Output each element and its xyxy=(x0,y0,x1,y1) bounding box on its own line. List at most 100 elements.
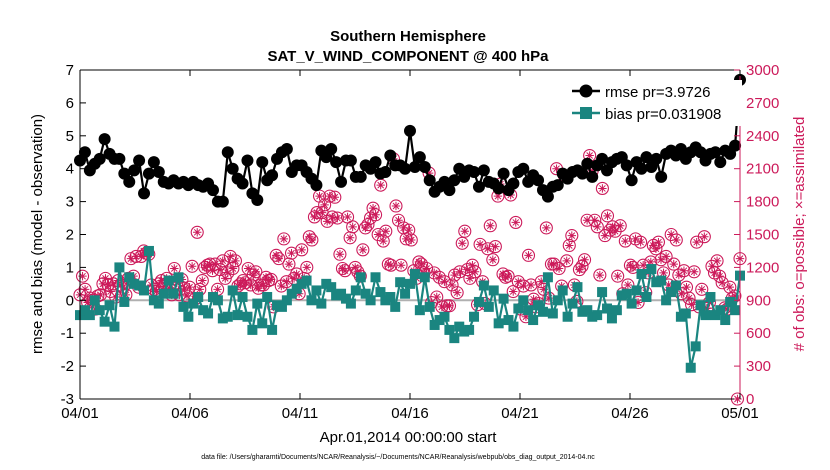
obs-assimilated-marker xyxy=(712,256,722,266)
bias-point xyxy=(557,285,568,296)
obs-point xyxy=(687,265,701,279)
obs-possible-marker xyxy=(578,253,592,267)
rmse-point xyxy=(729,139,742,152)
bias-point xyxy=(109,321,120,332)
obs-assimilated-marker xyxy=(483,244,492,253)
rmse-point xyxy=(256,156,269,169)
y-tick-label-left: 3 xyxy=(66,194,74,211)
rmse-point xyxy=(251,193,264,206)
obs-assimilated-marker xyxy=(465,274,475,283)
obs-possible-marker xyxy=(465,258,479,272)
obs-possible-marker xyxy=(613,219,627,233)
obs-point xyxy=(228,254,242,268)
rmse-point xyxy=(369,156,382,169)
bias-point xyxy=(562,311,573,322)
obs-point xyxy=(578,253,592,267)
x-tick-label: 04/16 xyxy=(391,405,429,422)
obs-assimilated-marker xyxy=(373,230,383,239)
obs-assimilated-marker xyxy=(654,237,663,247)
bias-point xyxy=(730,305,741,316)
rmse-point xyxy=(236,177,249,190)
obs-assimilated-marker xyxy=(289,274,299,283)
obs-assimilated-marker xyxy=(567,231,577,240)
y-tick-label-left: 2 xyxy=(66,227,74,244)
bias-point xyxy=(414,305,425,316)
obs-assimilated-marker xyxy=(185,282,194,292)
legend-bias-label: bias pr=0.031908 xyxy=(605,106,721,123)
bias-point xyxy=(375,287,386,298)
obs-assimilated-marker xyxy=(422,264,431,273)
obs-assimilated-marker xyxy=(605,225,615,235)
obs-assimilated-marker xyxy=(330,193,340,202)
y-tick-label-right: 2400 xyxy=(746,128,779,145)
obs-point xyxy=(190,225,204,239)
bias-point xyxy=(212,295,223,306)
obs-assimilated-marker xyxy=(358,245,368,255)
bias-point xyxy=(173,272,184,283)
x-tick-label: 04/06 xyxy=(171,405,209,422)
rmse-point xyxy=(221,146,234,159)
obs-assimilated-marker xyxy=(542,223,551,233)
obs-possible-marker xyxy=(710,254,724,268)
bias-point xyxy=(94,305,105,316)
obs-point xyxy=(552,261,566,276)
obs-assimilated-marker xyxy=(580,255,589,264)
obs-assimilated-marker xyxy=(511,218,520,227)
y-tick-label-left: 5 xyxy=(66,128,74,145)
obs-possible-marker xyxy=(565,229,579,243)
obs-point xyxy=(305,233,319,247)
obs-assimilated-marker xyxy=(407,235,416,245)
obs-assimilated-marker xyxy=(717,278,727,287)
obs-assimilated-marker xyxy=(519,281,528,291)
obs-point xyxy=(226,261,240,276)
obs-point xyxy=(524,278,538,292)
bias-point xyxy=(700,310,711,321)
y-tick-label-right: 1800 xyxy=(746,194,779,211)
rmse-point xyxy=(310,179,323,192)
obs-point xyxy=(595,181,609,195)
obs-assimilated-marker xyxy=(544,293,554,303)
obs-point xyxy=(659,249,673,263)
obs-point xyxy=(626,260,640,274)
rmse-series xyxy=(74,73,746,208)
obs-point xyxy=(379,224,393,238)
obs-possible-marker xyxy=(190,225,204,239)
rmse-point xyxy=(335,175,348,188)
rmse-point xyxy=(325,142,338,155)
obs-assimilated-marker xyxy=(379,236,388,246)
obs-point xyxy=(290,267,304,281)
obs-assimilated-marker xyxy=(361,223,370,233)
bias-point xyxy=(690,341,701,352)
obs-assimilated-marker xyxy=(310,212,319,222)
bias-point xyxy=(237,292,248,303)
obs-assimilated-marker xyxy=(460,227,469,236)
obs-point xyxy=(715,276,729,290)
rmse-point xyxy=(93,152,106,165)
x-axis-label: Apr.01,2014 00:00:00 start xyxy=(320,429,498,446)
obs-assimilated-marker xyxy=(608,222,617,232)
obs-possible-marker xyxy=(279,275,293,289)
obs-assimilated-marker xyxy=(246,280,255,290)
obs-assimilated-marker xyxy=(697,285,706,294)
rmse-point xyxy=(655,170,668,183)
obs-assimilated-marker xyxy=(692,237,701,247)
bias-point xyxy=(311,285,322,296)
rmse-point xyxy=(78,146,91,159)
obs-assimilated-marker xyxy=(101,274,110,283)
obs-assimilated-marker xyxy=(600,231,610,240)
obs-possible-marker xyxy=(216,254,230,268)
obs-assimilated-marker xyxy=(437,302,447,312)
obs-assimilated-marker xyxy=(182,291,192,301)
obs-assimilated-marker xyxy=(565,241,574,250)
bias-point xyxy=(503,315,514,326)
obs-point xyxy=(264,272,278,287)
obs-assimilated-marker xyxy=(447,280,457,290)
obs-possible-marker xyxy=(389,199,403,213)
obs-point xyxy=(195,274,209,288)
obs-assimilated-marker xyxy=(613,271,622,281)
obs-assimilated-marker xyxy=(131,252,141,261)
bias-point xyxy=(464,324,475,335)
obs-point xyxy=(560,254,574,268)
obs-point xyxy=(338,264,352,278)
obs-assimilated-marker xyxy=(475,240,485,249)
